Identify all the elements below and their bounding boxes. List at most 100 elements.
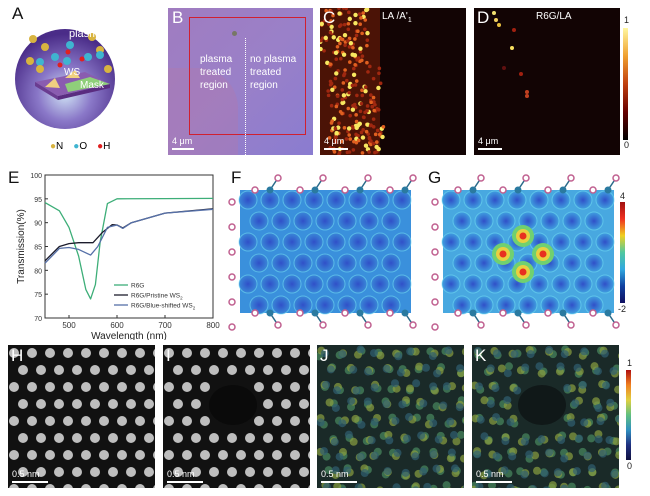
colorbar-max: 1 <box>627 358 633 368</box>
strain-spot <box>548 481 557 488</box>
atom-column <box>153 349 155 357</box>
strain-spot <box>605 436 614 445</box>
hexagon-cell <box>496 211 516 231</box>
charge-density-pristine <box>228 174 417 331</box>
w-atom <box>266 186 274 194</box>
raman-spot <box>358 46 363 51</box>
hexagon-cell <box>359 211 379 231</box>
strain-spot <box>376 486 384 488</box>
raman-spot <box>363 143 369 148</box>
atom-column <box>173 399 183 409</box>
h-atom <box>409 321 417 329</box>
colorbar-d <box>623 28 628 140</box>
hexagon-cell <box>392 274 412 294</box>
hotspot-center <box>499 250 507 258</box>
raman-spot <box>371 141 376 146</box>
strain-spot <box>596 417 605 426</box>
hexagon-cell <box>238 274 258 294</box>
atom-column <box>108 467 118 477</box>
atom-column <box>200 348 210 358</box>
atom-column <box>164 416 174 426</box>
hexagon-cell <box>463 190 483 210</box>
hexagon-cell <box>249 211 269 231</box>
w-atom <box>559 309 567 317</box>
strain-spot <box>600 349 609 358</box>
raman-spot <box>334 104 339 109</box>
h-atom <box>431 298 439 306</box>
h-atom <box>477 321 485 329</box>
strain-spot <box>598 449 607 458</box>
atom-h <box>57 62 63 68</box>
raman-spot <box>320 21 324 27</box>
h-atom <box>386 309 394 317</box>
strain-spot <box>610 469 619 478</box>
atom-o <box>66 41 74 49</box>
h-atom <box>431 223 439 231</box>
scale-bar <box>478 148 502 150</box>
raman-spot <box>333 137 338 142</box>
raman-spot <box>373 102 377 107</box>
raman-spot <box>339 56 343 61</box>
raman-spot <box>355 93 359 98</box>
raman-spot <box>376 85 381 91</box>
strain-spot <box>492 413 501 422</box>
atom-column <box>117 382 127 392</box>
panel-label-k: K <box>475 346 487 365</box>
atom-column <box>117 348 127 358</box>
y-tick-label: 90 <box>34 221 42 228</box>
atom-column <box>117 450 127 460</box>
raman-spot <box>358 22 363 27</box>
hexagon-cell <box>348 232 368 252</box>
atom-column <box>81 416 91 426</box>
raman-spot <box>347 133 352 137</box>
hexagon-cell <box>370 274 390 294</box>
hexagon-cell <box>337 211 357 231</box>
scale-bar-label: 0.5 nm <box>167 469 195 479</box>
strain-spot <box>338 350 347 359</box>
atom-legend: ●N ●O ●H <box>50 141 110 152</box>
atom-column <box>99 416 109 426</box>
w-atom <box>559 186 567 194</box>
boundary-line <box>245 38 246 155</box>
h-atom <box>228 198 236 206</box>
w-atom <box>356 186 364 194</box>
atom-column <box>135 484 145 488</box>
raman-spot <box>332 150 337 154</box>
strain-spot <box>556 362 565 371</box>
strain-spot <box>317 418 325 427</box>
atom-column <box>254 382 264 392</box>
raman-spot <box>351 72 357 77</box>
strain-spot <box>330 437 339 446</box>
scale-bar <box>167 481 203 483</box>
atom-column <box>281 399 291 409</box>
raman-spot <box>325 60 330 66</box>
atom-column <box>182 348 192 358</box>
raman-spot <box>320 46 323 52</box>
h-atom <box>228 248 236 256</box>
strain-spot <box>324 466 333 475</box>
legend-label-1: R6G/Pristine WS2 <box>131 293 183 301</box>
raman-spot <box>359 101 364 106</box>
atom-column <box>191 433 201 443</box>
raman-spot <box>353 83 358 87</box>
atom-column <box>72 467 82 477</box>
h-atom <box>364 321 372 329</box>
h-atom <box>522 174 530 182</box>
atom-column <box>90 399 100 409</box>
w-atom <box>604 186 612 194</box>
raman-spot <box>356 138 361 143</box>
strain-spot <box>432 464 441 473</box>
strain-spot <box>333 482 342 488</box>
ws-text: WS <box>64 67 81 78</box>
strain-spot <box>333 386 342 395</box>
strain-spot <box>506 418 515 427</box>
strain-spot <box>429 419 438 428</box>
hexagon-cell <box>551 274 571 294</box>
strain-spot <box>521 363 530 372</box>
atom-column <box>153 485 155 488</box>
raman-spot <box>337 11 342 16</box>
raman-spot <box>354 119 359 124</box>
atom-column <box>227 467 237 477</box>
raman-spot <box>337 121 341 125</box>
scale-bar <box>12 481 48 483</box>
